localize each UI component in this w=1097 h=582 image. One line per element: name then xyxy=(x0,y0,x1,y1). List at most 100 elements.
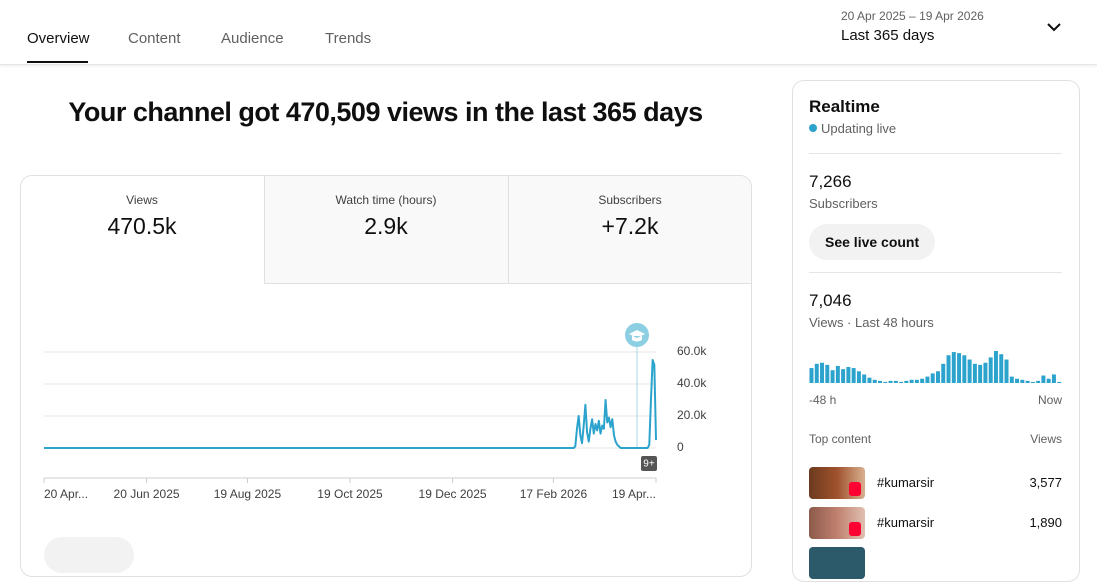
bar xyxy=(867,377,872,383)
bar xyxy=(972,363,977,383)
bar xyxy=(899,381,904,383)
bar xyxy=(888,380,893,383)
event-icon-cap xyxy=(629,330,645,342)
metric-label: Watch time (hours) xyxy=(335,193,437,207)
metric-value: +7.2k xyxy=(601,213,659,239)
bar xyxy=(1046,378,1051,383)
x-tick-label: 20 Jun 2025 xyxy=(114,487,180,501)
bar xyxy=(830,370,835,383)
bar xyxy=(872,379,877,383)
tab-underline xyxy=(27,61,88,63)
metric-tab[interactable] xyxy=(508,176,751,284)
badge-label: 9+ xyxy=(643,459,655,470)
see-more-button[interactable] xyxy=(44,537,134,573)
bar xyxy=(862,374,867,383)
bar xyxy=(835,365,840,383)
bar xyxy=(846,367,851,383)
shorts-icon xyxy=(849,522,861,536)
bar xyxy=(936,371,940,383)
bar xyxy=(883,381,888,383)
axis-end: Now xyxy=(1037,393,1062,407)
live-count-button[interactable]: See live count xyxy=(809,224,936,260)
realtime-status: Updating live xyxy=(821,121,897,136)
bar xyxy=(914,379,919,383)
bar xyxy=(851,368,856,383)
bar xyxy=(1030,381,1035,383)
bar xyxy=(946,355,951,383)
subscriber-label: Subscribers xyxy=(809,196,878,211)
bar xyxy=(1051,374,1056,383)
x-tick-label: 20 Apr... xyxy=(44,487,88,501)
content-title[interactable]: #kumarsir xyxy=(877,475,935,490)
y-tick-label: 40.0k xyxy=(677,376,707,390)
bar xyxy=(941,363,946,383)
bar xyxy=(878,380,882,383)
thumbnail[interactable] xyxy=(809,547,865,579)
realtime-title: Realtime xyxy=(809,97,880,116)
bar xyxy=(978,364,983,383)
views-chart: 0 20.0k 40.0k 60.0k 20 Apr... 20 Jun 2025 19 A… xyxy=(43,323,707,501)
bar xyxy=(841,369,846,383)
views-count: 7,046 xyxy=(809,291,852,310)
bar xyxy=(1057,381,1062,383)
headline: Your channel got 470,509 views in the la… xyxy=(68,97,703,127)
content-title[interactable]: #kumarsir xyxy=(877,515,935,530)
bar xyxy=(893,380,898,383)
realtime-chart xyxy=(809,351,1062,383)
bar xyxy=(1036,380,1041,383)
bar xyxy=(1041,375,1046,383)
x-tick-label: 19 Apr... xyxy=(612,487,656,501)
bar xyxy=(925,376,930,383)
bar xyxy=(988,357,993,383)
tab[interactable]: Content xyxy=(128,30,181,47)
bar xyxy=(814,363,819,383)
y-tick-label: 20.0k xyxy=(677,408,707,422)
x-tick-label: 19 Aug 2025 xyxy=(214,487,282,501)
badge xyxy=(641,456,657,471)
views-label: Views · Last 48 hours xyxy=(809,315,934,330)
bar xyxy=(962,355,967,383)
views-heading: Views xyxy=(1030,432,1062,446)
period[interactable]: Last 365 days xyxy=(841,27,935,44)
metric-value: 2.9k xyxy=(364,213,408,239)
subscriber-count: 7,266 xyxy=(809,172,852,191)
bar xyxy=(957,353,962,383)
header xyxy=(0,0,1097,65)
metric-label: Views xyxy=(126,193,158,207)
bar xyxy=(951,352,956,383)
divider xyxy=(809,272,1062,273)
bar xyxy=(1020,379,1025,383)
bar xyxy=(1009,376,1014,383)
dropdown-icon[interactable] xyxy=(1046,21,1062,35)
bar xyxy=(920,378,925,383)
metric-label: Subscribers xyxy=(598,193,662,207)
bar xyxy=(1025,380,1030,383)
tab[interactable]: Trends xyxy=(325,30,372,47)
bar xyxy=(993,351,998,383)
metric-value: 470.5k xyxy=(107,213,177,239)
shorts-icon xyxy=(849,482,861,496)
tab[interactable]: Audience xyxy=(221,30,284,47)
metric-tab[interactable] xyxy=(21,176,264,284)
date-range: 20 Apr 2025 – 19 Apr 2026 xyxy=(841,9,984,23)
bar xyxy=(999,354,1004,383)
y-tick-label: 0 xyxy=(677,440,684,454)
live-dot xyxy=(809,124,817,132)
metric-tab[interactable] xyxy=(264,176,509,284)
divider xyxy=(809,153,1062,154)
content-views: 1,890 xyxy=(1029,515,1062,530)
x-tick-label: 17 Feb 2026 xyxy=(520,487,588,501)
bar xyxy=(1015,378,1020,383)
bar xyxy=(967,359,972,383)
bar xyxy=(1004,359,1009,383)
x-tick-label: 19 Dec 2025 xyxy=(419,487,487,501)
tab[interactable]: Overview xyxy=(27,30,90,47)
line xyxy=(44,359,657,449)
bar xyxy=(820,362,825,383)
content-views: 3,577 xyxy=(1029,475,1062,490)
bar xyxy=(809,368,814,383)
y-tick-label: 60.0k xyxy=(677,344,707,358)
bar xyxy=(983,362,988,383)
bar xyxy=(909,379,914,383)
